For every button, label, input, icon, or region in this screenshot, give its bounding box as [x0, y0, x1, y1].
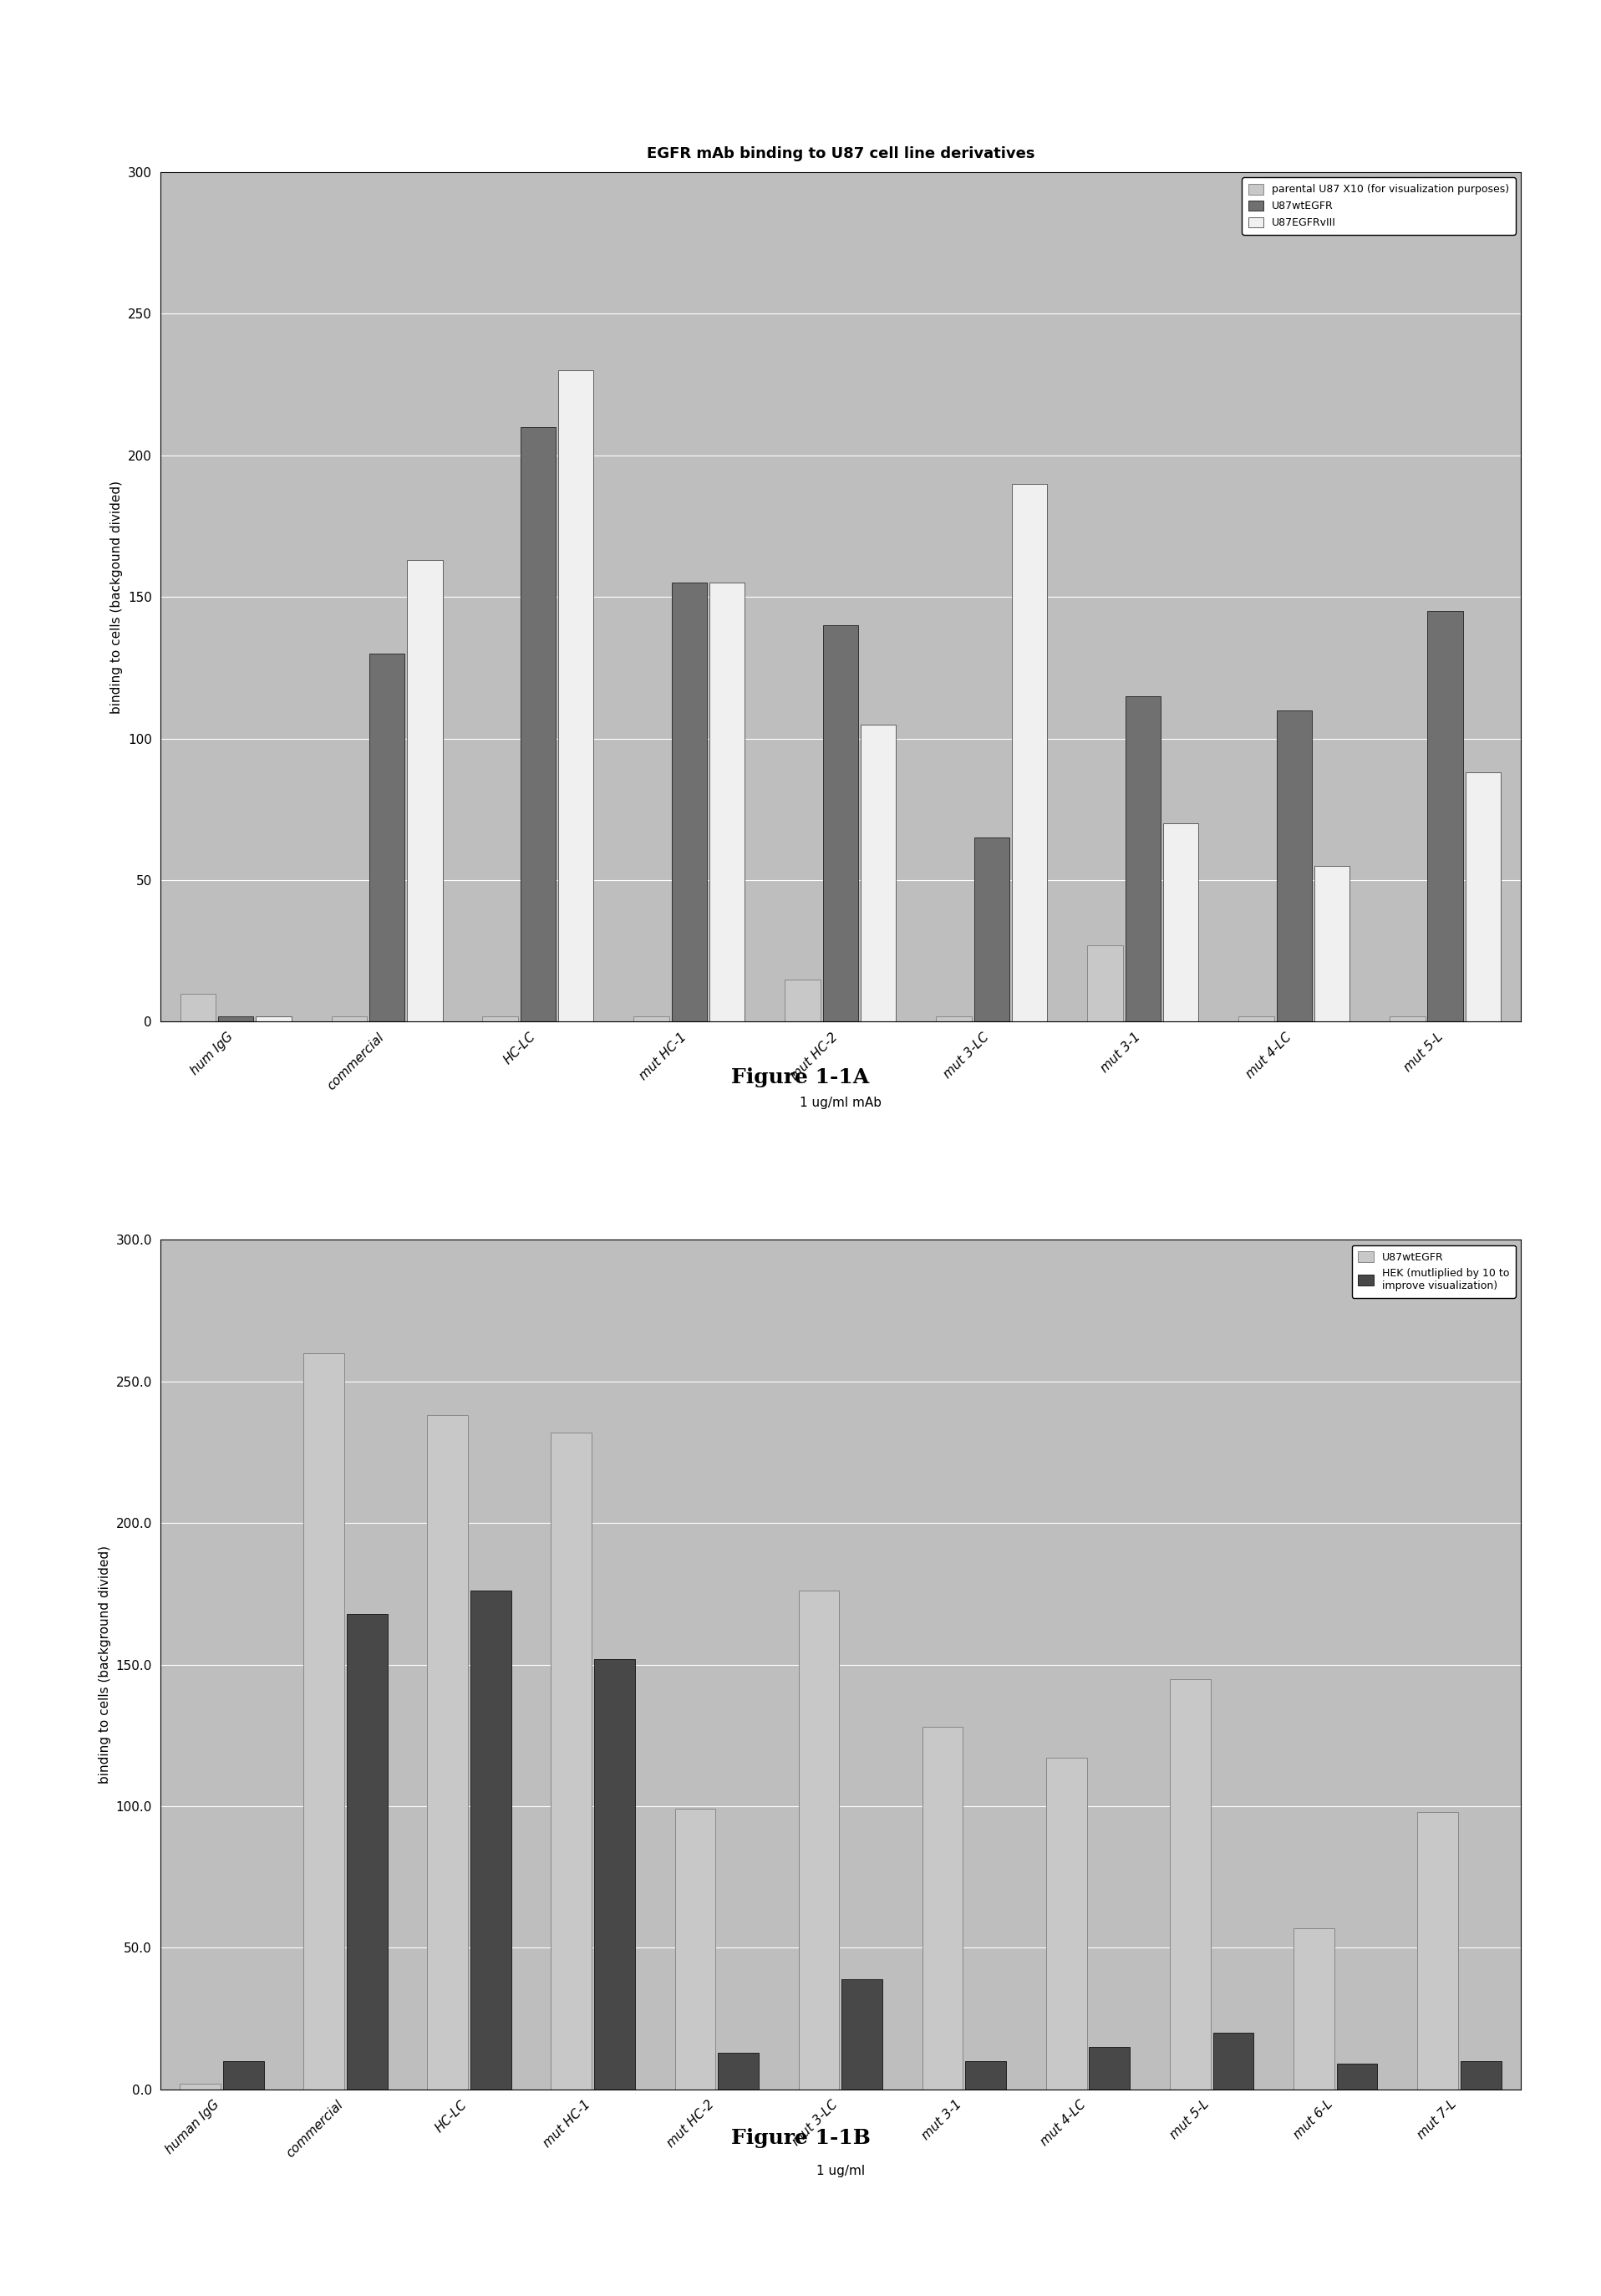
- Bar: [1089, 2048, 1130, 2089]
- Bar: [1428, 611, 1463, 1022]
- X-axis label: 1 ug/ml mAb: 1 ug/ml mAb: [799, 1097, 882, 1109]
- Text: Figure 1-1B: Figure 1-1B: [730, 2128, 871, 2149]
- Bar: [922, 1727, 962, 2089]
- Legend: parental U87 X10 (for visualization purposes), U87wtEGFR, U87EGFRvIII: parental U87 X10 (for visualization purp…: [1242, 177, 1516, 234]
- Bar: [304, 1352, 344, 2089]
- Y-axis label: binding to cells (background divided): binding to cells (background divided): [98, 1545, 110, 1784]
- Bar: [482, 1017, 519, 1022]
- Bar: [181, 994, 216, 1022]
- Bar: [717, 2053, 759, 2089]
- Bar: [218, 1017, 253, 1022]
- Bar: [634, 1017, 669, 1022]
- Bar: [823, 625, 858, 1022]
- Bar: [1465, 771, 1500, 1022]
- Bar: [937, 1017, 972, 1022]
- Bar: [427, 1414, 467, 2089]
- X-axis label: 1 ug/ml: 1 ug/ml: [817, 2165, 865, 2177]
- Bar: [347, 1614, 387, 2089]
- Legend: U87wtEGFR, HEK (mutliplied by 10 to
improve visualization): U87wtEGFR, HEK (mutliplied by 10 to impr…: [1351, 1244, 1516, 1297]
- Bar: [1314, 866, 1350, 1022]
- Bar: [551, 1433, 592, 2089]
- Bar: [671, 583, 708, 1022]
- Bar: [1126, 696, 1161, 1022]
- Bar: [594, 1660, 636, 2089]
- Bar: [1337, 2064, 1377, 2089]
- Bar: [1012, 484, 1047, 1022]
- Bar: [1214, 2032, 1254, 2089]
- Bar: [407, 560, 442, 1022]
- Bar: [1276, 709, 1311, 1022]
- Bar: [1162, 824, 1199, 1022]
- Bar: [223, 2062, 264, 2089]
- Bar: [1170, 1678, 1210, 2089]
- Bar: [370, 654, 405, 1022]
- Bar: [784, 978, 820, 1022]
- Bar: [709, 583, 744, 1022]
- Bar: [179, 2085, 221, 2089]
- Bar: [674, 1809, 716, 2089]
- Bar: [842, 1979, 882, 2089]
- Bar: [1294, 1929, 1334, 2089]
- Bar: [1239, 1017, 1274, 1022]
- Bar: [471, 1591, 511, 2089]
- Bar: [973, 838, 1010, 1022]
- Bar: [1460, 2062, 1502, 2089]
- Title: EGFR mAb binding to U87 cell line derivatives: EGFR mAb binding to U87 cell line deriva…: [647, 147, 1034, 161]
- Bar: [1390, 1017, 1425, 1022]
- Text: Figure 1-1A: Figure 1-1A: [732, 1068, 869, 1088]
- Bar: [559, 370, 594, 1022]
- Bar: [799, 1591, 839, 2089]
- Bar: [1087, 946, 1122, 1022]
- Bar: [256, 1017, 291, 1022]
- Bar: [520, 427, 556, 1022]
- Bar: [1045, 1759, 1087, 2089]
- Y-axis label: binding to cells (backgound divided): binding to cells (backgound divided): [110, 480, 123, 714]
- Bar: [1417, 1812, 1459, 2089]
- Bar: [965, 2062, 1007, 2089]
- Bar: [861, 726, 897, 1022]
- Bar: [331, 1017, 367, 1022]
